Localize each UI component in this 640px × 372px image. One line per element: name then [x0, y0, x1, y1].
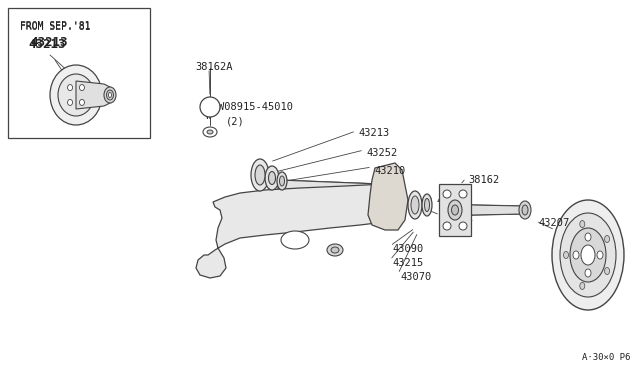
Ellipse shape: [573, 251, 579, 259]
Text: W08915-45010: W08915-45010: [218, 102, 293, 112]
Ellipse shape: [448, 200, 462, 220]
Ellipse shape: [104, 87, 116, 103]
Ellipse shape: [570, 228, 606, 282]
Ellipse shape: [581, 245, 595, 265]
Bar: [439, 184, 471, 236]
Text: 43222: 43222: [436, 196, 467, 206]
Ellipse shape: [327, 244, 343, 256]
Text: 38162A: 38162A: [195, 62, 232, 72]
Ellipse shape: [68, 84, 72, 90]
Ellipse shape: [552, 200, 624, 310]
Text: (2): (2): [226, 116, 244, 126]
Ellipse shape: [109, 93, 111, 97]
Ellipse shape: [422, 194, 432, 216]
Ellipse shape: [79, 99, 84, 105]
Polygon shape: [368, 163, 408, 230]
Circle shape: [459, 190, 467, 198]
Ellipse shape: [597, 251, 603, 259]
Text: W: W: [206, 112, 211, 121]
Ellipse shape: [68, 99, 72, 105]
Text: FROM SEP.'81: FROM SEP.'81: [20, 22, 90, 32]
Ellipse shape: [585, 269, 591, 277]
Ellipse shape: [331, 247, 339, 253]
Ellipse shape: [580, 282, 585, 289]
Text: 43070: 43070: [400, 272, 431, 282]
Ellipse shape: [585, 233, 591, 241]
Bar: [8, 8, 150, 138]
Ellipse shape: [451, 205, 458, 215]
Text: 43252: 43252: [366, 148, 397, 158]
Polygon shape: [196, 184, 392, 278]
Ellipse shape: [605, 267, 609, 275]
Text: 38162: 38162: [468, 175, 499, 185]
Ellipse shape: [58, 74, 94, 116]
Text: 43213: 43213: [28, 38, 65, 51]
Text: 43213: 43213: [30, 36, 67, 49]
Text: 43210: 43210: [374, 166, 405, 176]
Ellipse shape: [207, 130, 213, 134]
Ellipse shape: [411, 196, 419, 214]
Polygon shape: [76, 81, 110, 109]
Circle shape: [200, 97, 220, 117]
Ellipse shape: [203, 127, 217, 137]
Polygon shape: [471, 205, 520, 215]
Ellipse shape: [560, 213, 616, 297]
Text: 43207: 43207: [538, 218, 569, 228]
Text: 43090: 43090: [392, 244, 423, 254]
Ellipse shape: [265, 166, 279, 190]
Circle shape: [459, 222, 467, 230]
Ellipse shape: [79, 84, 84, 90]
Text: 43215: 43215: [392, 258, 423, 268]
Text: A·30×0 P6: A·30×0 P6: [582, 353, 630, 362]
Ellipse shape: [277, 172, 287, 190]
Ellipse shape: [563, 251, 568, 259]
Ellipse shape: [605, 235, 609, 243]
Ellipse shape: [281, 231, 309, 249]
Ellipse shape: [255, 165, 265, 185]
Ellipse shape: [50, 65, 102, 125]
Ellipse shape: [280, 176, 285, 186]
Ellipse shape: [106, 90, 113, 100]
Text: FROM SEP.'81: FROM SEP.'81: [20, 21, 90, 31]
Polygon shape: [278, 180, 380, 200]
Ellipse shape: [251, 159, 269, 191]
Ellipse shape: [408, 191, 422, 219]
Text: 43242: 43242: [442, 213, 473, 223]
Circle shape: [443, 222, 451, 230]
Ellipse shape: [269, 171, 275, 185]
Ellipse shape: [424, 199, 429, 212]
Ellipse shape: [580, 221, 585, 228]
Ellipse shape: [519, 201, 531, 219]
Ellipse shape: [522, 205, 528, 215]
Circle shape: [443, 190, 451, 198]
Text: 43213: 43213: [358, 128, 389, 138]
